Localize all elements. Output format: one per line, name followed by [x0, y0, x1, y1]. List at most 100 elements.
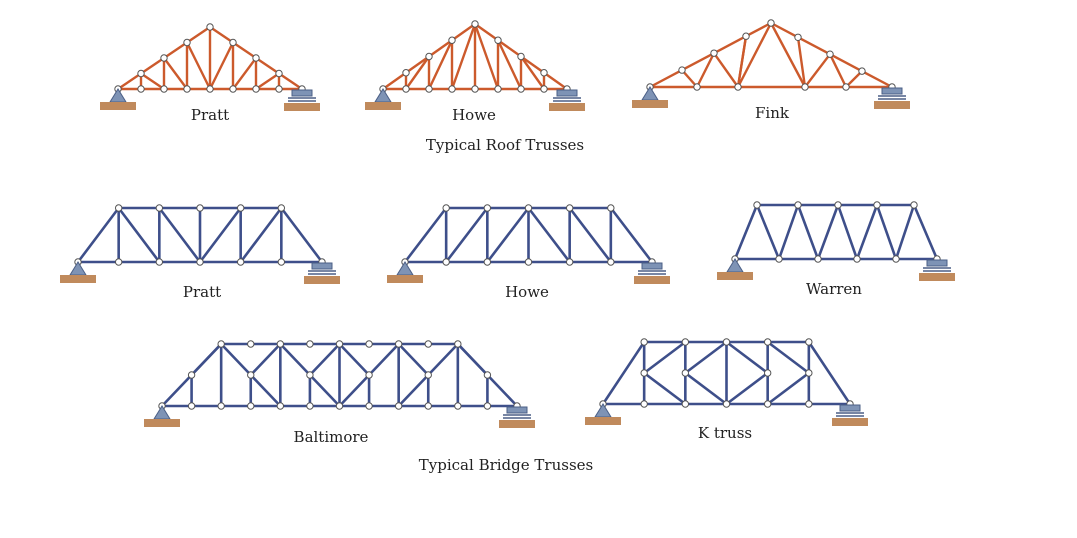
truss-member	[844, 69, 864, 89]
ground-pad	[387, 275, 423, 283]
roller-support	[304, 262, 340, 284]
truss-member	[397, 373, 430, 408]
truss-joint	[236, 204, 245, 212]
truss-joint	[483, 402, 492, 410]
truss-joint	[640, 369, 648, 377]
truss-member	[766, 371, 811, 406]
truss-member	[397, 342, 430, 377]
truss-joint	[335, 340, 344, 348]
truss-joint	[217, 340, 225, 348]
truss-member	[139, 72, 166, 91]
truss-member	[568, 206, 613, 264]
truss-member	[427, 39, 454, 58]
truss-joint	[517, 85, 525, 93]
truss-joint	[483, 258, 492, 266]
truss-joint	[892, 255, 900, 263]
truss-joint	[805, 400, 813, 408]
truss-member	[254, 72, 281, 91]
truss-joint	[734, 83, 742, 91]
truss-member	[684, 340, 728, 375]
bridge-truss-k: K truss	[585, 338, 868, 442]
truss-joint	[229, 85, 237, 93]
truss-joint	[454, 402, 462, 410]
ground-pad	[874, 101, 910, 109]
ground-pad	[304, 276, 340, 284]
truss-joint	[842, 83, 850, 91]
ground-pad	[634, 276, 670, 284]
truss-joint	[794, 33, 802, 41]
pin-support	[717, 258, 753, 280]
truss-member	[279, 342, 312, 377]
truss-member	[601, 340, 646, 406]
truss-joint	[424, 402, 432, 410]
truss-joint	[402, 85, 410, 93]
truss-joint	[607, 204, 615, 212]
truss-member	[736, 35, 748, 89]
truss-joint	[524, 258, 533, 266]
truss-joint	[365, 340, 373, 348]
pin-support	[100, 88, 136, 110]
truss-member	[542, 71, 569, 91]
bridge-baltimore-label: Baltimore	[294, 428, 369, 446]
truss-member	[208, 25, 235, 44]
bridge-group-caption: Typical Bridge Trusses	[419, 456, 593, 474]
truss-member	[769, 21, 800, 39]
truss-member	[855, 203, 879, 261]
truss-joint	[183, 85, 191, 93]
truss-member	[828, 53, 848, 89]
pin-support	[632, 86, 668, 108]
truss-joint	[805, 369, 813, 377]
truss-joint	[448, 36, 456, 44]
truss-joint	[710, 49, 718, 57]
truss-member	[803, 53, 832, 89]
truss-member	[769, 21, 807, 89]
truss-joint	[873, 201, 881, 209]
truss-joint	[425, 52, 433, 61]
truss-member	[496, 39, 523, 91]
ground-pad	[144, 419, 180, 427]
truss-member	[208, 41, 235, 91]
truss-joint	[335, 402, 344, 410]
truss-member	[249, 373, 282, 408]
roller-support	[284, 89, 320, 111]
truss-joint	[775, 255, 783, 263]
roof-truss-fink: Fink	[632, 19, 910, 122]
truss-member	[725, 340, 769, 375]
ground-pad	[632, 100, 668, 108]
truss-member	[239, 206, 283, 264]
truss-member	[381, 71, 408, 91]
pin-support	[585, 403, 621, 425]
pin-support	[60, 261, 96, 283]
truss-joint	[402, 69, 410, 77]
truss-joint	[678, 66, 686, 74]
truss-member	[796, 203, 820, 261]
truss-joint	[114, 204, 123, 212]
truss-joint	[471, 85, 479, 93]
truss-joint	[801, 83, 809, 91]
truss-joint	[275, 85, 283, 93]
truss-joint	[858, 67, 866, 75]
truss-member	[486, 206, 530, 264]
truss-joint	[155, 258, 164, 266]
truss-joint	[206, 23, 214, 31]
roller-support	[499, 406, 535, 428]
truss-joint	[394, 340, 403, 348]
truss-joint	[826, 50, 834, 58]
truss-joint	[365, 402, 373, 410]
truss-member	[860, 69, 894, 89]
truss-joint	[540, 69, 548, 77]
truss-member	[736, 21, 773, 89]
truss-joint	[853, 255, 861, 263]
truss-joint	[640, 338, 648, 346]
truss-joint	[681, 369, 690, 377]
truss-member	[912, 203, 939, 261]
truss-member	[450, 22, 477, 91]
truss-member	[796, 36, 807, 89]
truss-joint	[442, 258, 450, 266]
truss-joint	[196, 204, 204, 212]
truss-member	[680, 68, 699, 89]
truss-joint	[767, 19, 775, 27]
truss-member	[404, 55, 431, 91]
truss-member	[527, 206, 571, 264]
truss-joint	[681, 400, 690, 408]
